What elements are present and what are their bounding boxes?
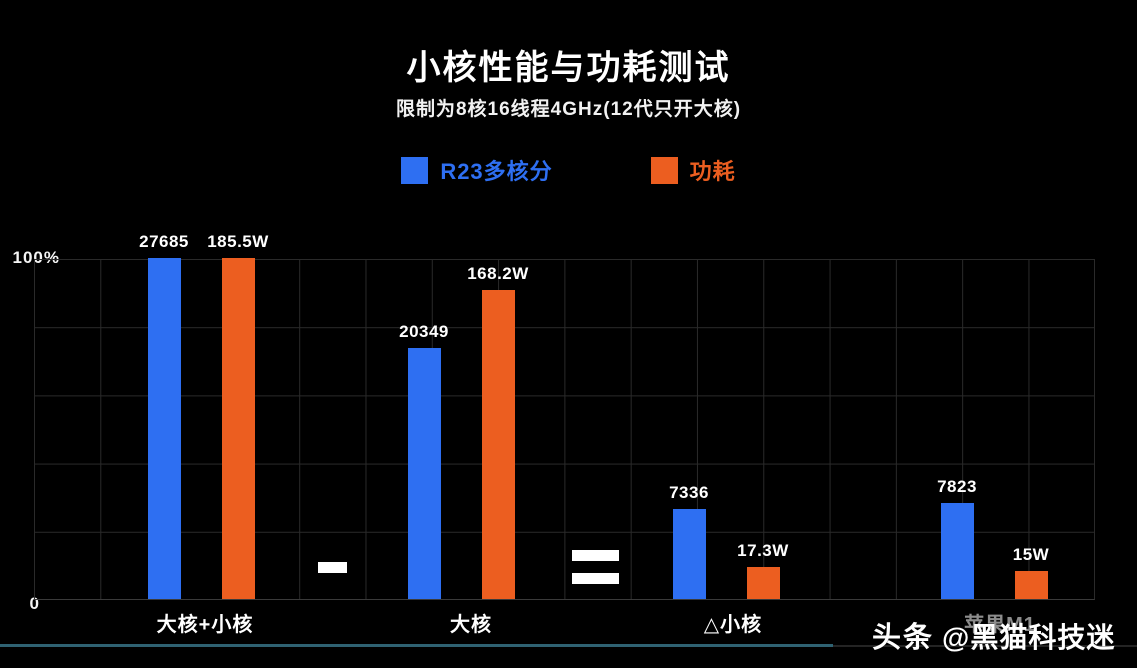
equals-bar-bottom <box>572 573 619 584</box>
minus-operator-icon <box>318 562 347 573</box>
bar-power-3 <box>1014 571 1048 599</box>
legend: R23多核分 功耗 <box>0 154 1137 186</box>
chart-subtitle: 限制为8核16线程4GHz(12代只开大核) <box>395 99 742 120</box>
category-label-1: 大核 <box>450 614 492 636</box>
bottom-accent-line <box>0 644 833 647</box>
bar-score-0 <box>147 258 181 599</box>
legend-label-score: R23多核分 <box>440 159 553 184</box>
category-label-2: △小核 <box>703 614 763 636</box>
legend-swatch-blue-icon <box>401 156 429 184</box>
legend-label-power: 功耗 <box>689 159 736 184</box>
category-label-3: 苹果M1 <box>964 614 1036 636</box>
plot-area: 27685 20349 7336 7823 185.5W 168.2W 17.3W 15W <box>34 232 1095 600</box>
legend-item-power: 功耗 <box>650 154 736 186</box>
bar-score-2 <box>672 509 706 599</box>
bar-score-3 <box>940 503 974 599</box>
bar-power-1 <box>481 290 515 599</box>
watermark: 头条 @黑猫科技迷 <box>872 614 1115 656</box>
equals-bar-top <box>572 550 619 561</box>
legend-item-score: R23多核分 <box>401 154 552 186</box>
category-label-0: 大核+小核 <box>156 614 254 636</box>
bar-value-score-3: 7823 <box>937 477 977 496</box>
bar-value-power-2: 17.3W <box>737 541 789 560</box>
bar-power-2 <box>746 567 780 599</box>
y-axis-bottom-label: 0 <box>29 594 40 613</box>
watermark-handle: @黑猫科技迷 <box>942 622 1116 653</box>
bar-value-score-2: 7336 <box>669 483 709 502</box>
bottom-accent-line-faint <box>833 645 1137 647</box>
bar-power-0 <box>221 258 255 599</box>
chart-title: 小核性能与功耗测试 <box>406 49 731 87</box>
bar-value-power-3: 15W <box>1012 545 1050 564</box>
bar-value-score-1: 20349 <box>399 322 449 341</box>
bar-value-score-0: 27685 <box>139 232 189 251</box>
bar-score-1 <box>407 348 441 599</box>
bar-value-power-0: 185.5W <box>207 232 269 251</box>
watermark-logo: 头条 <box>872 622 935 654</box>
legend-swatch-orange-icon <box>650 156 678 184</box>
equals-operator-icon <box>572 550 619 584</box>
bar-value-power-1: 168.2W <box>467 264 529 283</box>
